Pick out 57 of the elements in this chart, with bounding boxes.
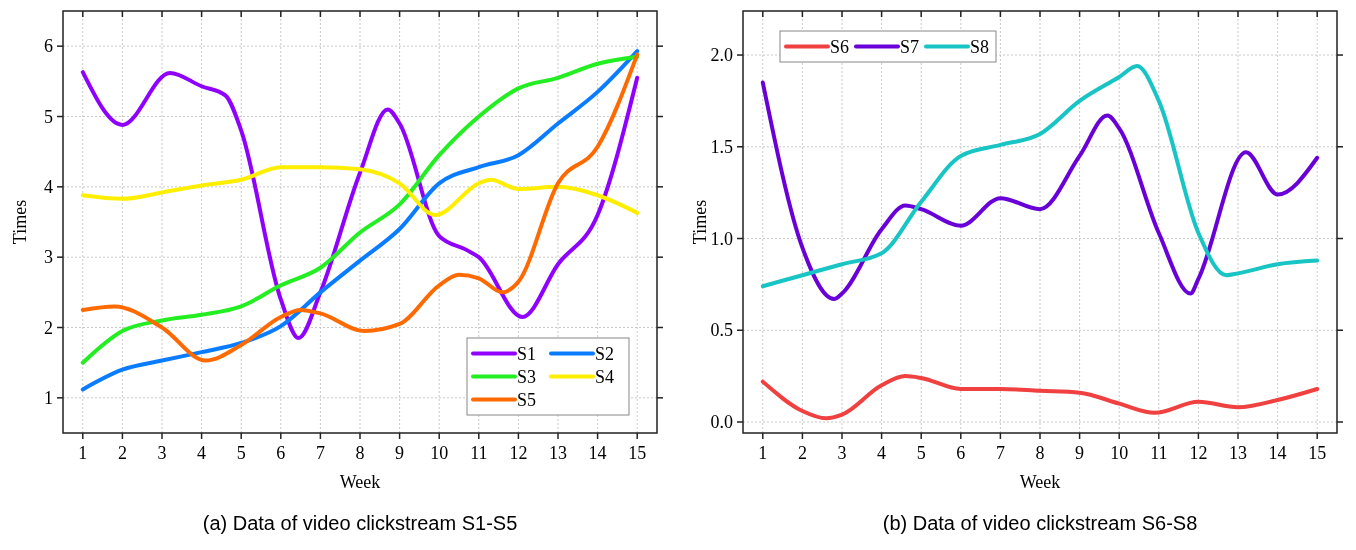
y-tick-label: 3 — [44, 247, 53, 268]
x-tick-label: 2 — [117, 443, 127, 463]
y-tick-label: 0.0 — [710, 411, 733, 432]
legend-label: S2 — [595, 343, 615, 364]
x-tick-label: 10 — [430, 443, 449, 463]
legend-label: S1 — [517, 343, 537, 364]
line-series — [760, 374, 1320, 421]
x-tick-label: 7 — [995, 443, 1005, 463]
text: (b) Data of video clickstream S6-S8 — [882, 512, 1198, 534]
x-tick-label: 3 — [837, 443, 847, 463]
legend-label: S5 — [517, 389, 537, 410]
x-tick-label: 5 — [916, 443, 926, 463]
x-tick-label: 5 — [236, 443, 246, 463]
x-tick-label: 8 — [1035, 443, 1045, 463]
y-axis-title: Times — [10, 199, 30, 245]
x-tick-label: 13 — [1229, 443, 1247, 463]
y-tick-label: 4 — [44, 176, 53, 197]
x-tick-label: 14 — [1268, 443, 1287, 463]
legend-label: S4 — [595, 366, 615, 387]
y-tick-label: 0.5 — [710, 320, 733, 341]
x-axis-title: Week — [1019, 472, 1061, 492]
text: (a) Data of video clickstream S1-S5 — [202, 512, 518, 534]
x-tick-label: 11 — [1150, 443, 1168, 463]
x-tick-label: 6 — [276, 443, 286, 463]
x-axis-title: Week — [339, 472, 381, 492]
x-tick-label: 14 — [588, 443, 607, 463]
x-tick-label: 1 — [78, 443, 88, 463]
x-tick-label: 12 — [509, 443, 528, 463]
x-tick-label: 9 — [1075, 443, 1085, 463]
x-tick-label: 11 — [470, 443, 488, 463]
y-tick-label: 2 — [44, 317, 53, 338]
x-tick-label: 9 — [395, 443, 405, 463]
x-tick-label: 4 — [877, 443, 887, 463]
y-axis-title: Times — [690, 199, 710, 245]
x-tick-label: 8 — [355, 443, 365, 463]
line-series — [80, 165, 640, 217]
x-tick-label: 2 — [797, 443, 807, 463]
x-tick-label: 7 — [315, 443, 325, 463]
y-tick-label: 1.5 — [710, 136, 733, 157]
x-tick-label: 4 — [197, 443, 207, 463]
y-tick-label: 1.0 — [710, 228, 733, 249]
x-tick-label: 6 — [956, 443, 966, 463]
legend-label: S3 — [517, 366, 537, 387]
legend-label: S6 — [830, 36, 850, 57]
x-tick-label: 1 — [758, 443, 768, 463]
legend-label: S8 — [970, 36, 990, 57]
y-tick-label: 5 — [44, 106, 53, 127]
x-tick-label: 10 — [1110, 443, 1129, 463]
x-tick-label: 15 — [628, 443, 647, 463]
x-tick-label: 15 — [1308, 443, 1327, 463]
x-tick-label: 12 — [1189, 443, 1208, 463]
x-tick-label: 13 — [549, 443, 567, 463]
y-tick-label: 6 — [44, 36, 53, 57]
y-tick-label: 1 — [44, 387, 53, 408]
legend-label: S7 — [900, 36, 920, 57]
x-tick-label: 3 — [157, 443, 167, 463]
y-tick-label: 2.0 — [710, 45, 733, 66]
